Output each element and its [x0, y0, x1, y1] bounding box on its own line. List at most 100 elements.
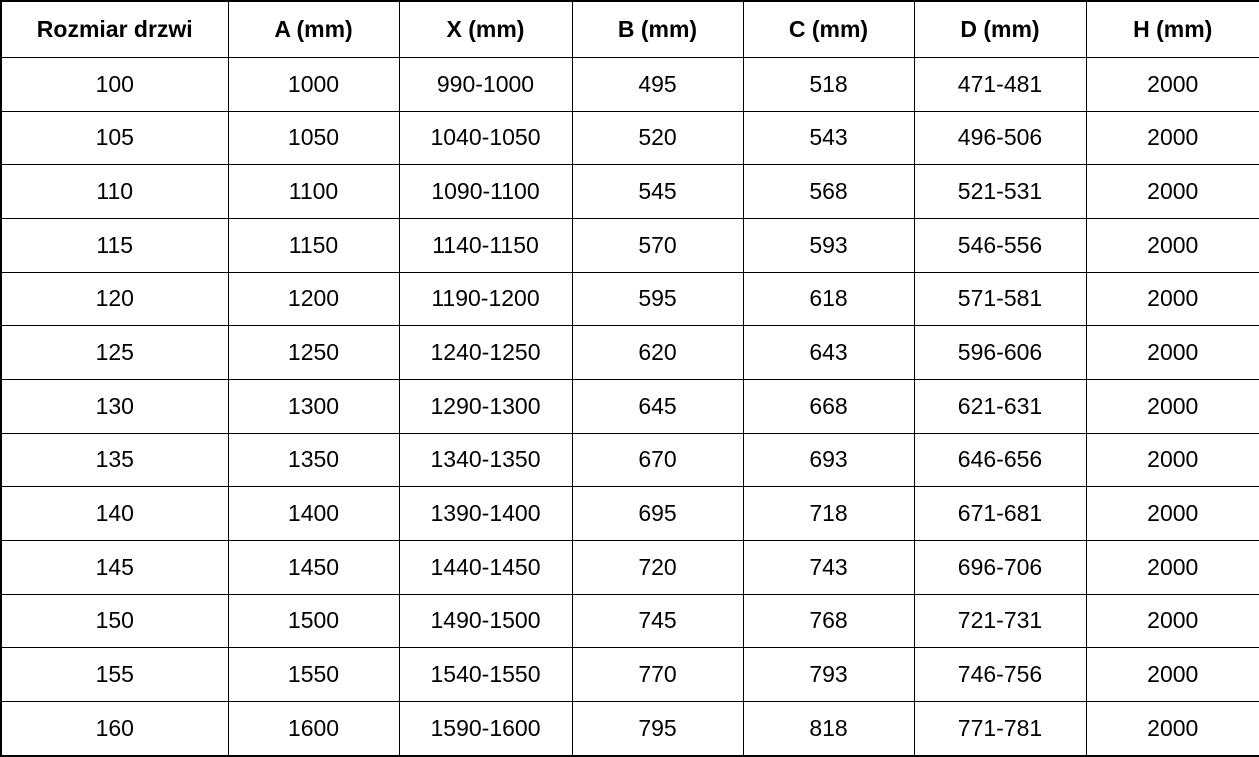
table-cell: 743: [742, 539, 915, 595]
table-cell: 770: [571, 647, 744, 702]
table-cell: 668: [742, 378, 915, 434]
table-cell: 521-531: [913, 164, 1087, 219]
table-cell: 1500: [227, 593, 400, 649]
table-cell: 2000: [1085, 217, 1259, 273]
table-cell: 2000: [1085, 164, 1259, 219]
table-cell: 1490-1500: [398, 593, 573, 649]
table-cell: 2000: [1085, 432, 1259, 488]
table-cell: 593: [742, 217, 915, 273]
table-cell: 130: [0, 378, 229, 434]
table-cell: 795: [571, 700, 744, 757]
col-header-h-mm: H (mm): [1085, 0, 1259, 58]
table-cell: 721-731: [913, 593, 1087, 649]
table-cell: 818: [742, 700, 915, 757]
table-cell: 1540-1550: [398, 647, 573, 702]
table-cell: 2000: [1085, 593, 1259, 649]
table-cell: 720: [571, 539, 744, 595]
col-header-a-mm: A (mm): [227, 0, 400, 58]
table-cell: 568: [742, 164, 915, 219]
table-cell: 120: [0, 271, 229, 327]
table-cell: 768: [742, 593, 915, 649]
table-cell: 618: [742, 271, 915, 327]
table-cell: 643: [742, 325, 915, 380]
table-cell: 1190-1200: [398, 271, 573, 327]
col-header-d-mm: D (mm): [913, 0, 1087, 58]
table-cell: 1100: [227, 164, 400, 219]
table-cell: 546-556: [913, 217, 1087, 273]
table-cell: 518: [742, 57, 915, 112]
table-cell: 596-606: [913, 325, 1087, 380]
table-cell: 595: [571, 271, 744, 327]
table-cell: 543: [742, 110, 915, 166]
table-cell: 1000: [227, 57, 400, 112]
table-cell: 1350: [227, 432, 400, 488]
table-cell: 620: [571, 325, 744, 380]
table-cell: 793: [742, 647, 915, 702]
table-cell: 1440-1450: [398, 539, 573, 595]
table-cell: 1290-1300: [398, 378, 573, 434]
table-cell: 771-781: [913, 700, 1087, 757]
table-cell: 745: [571, 593, 744, 649]
table-cell: 1150: [227, 217, 400, 273]
table-cell: 495: [571, 57, 744, 112]
table-cell: 1300: [227, 378, 400, 434]
table-cell: 140: [0, 486, 229, 541]
table-cell: 646-656: [913, 432, 1087, 488]
table-cell: 1590-1600: [398, 700, 573, 757]
table-row: 115 1150 1140-1150 570 593 546-556 2000: [0, 217, 1259, 273]
header-row: Rozmiar drzwi A (mm) X (mm) B (mm) C (mm…: [0, 0, 1259, 58]
col-header-rozmiar-drzwi: Rozmiar drzwi: [0, 0, 229, 58]
table-row: 105 1050 1040-1050 520 543 496-506 2000: [0, 110, 1259, 166]
table-cell: 110: [0, 164, 229, 219]
table-cell: 1140-1150: [398, 217, 573, 273]
table-cell: 2000: [1085, 271, 1259, 327]
table-cell: 125: [0, 325, 229, 380]
table-cell: 520: [571, 110, 744, 166]
table-cell: 471-481: [913, 57, 1087, 112]
table-body: 100 1000 990-1000 495 518 471-481 2000 105 1050 1…: [0, 57, 1259, 757]
table-cell: 1200: [227, 271, 400, 327]
table-cell: 695: [571, 486, 744, 541]
table-cell: 150: [0, 593, 229, 649]
table-row: 120 1200 1190-1200 595 618 571-581 2000: [0, 271, 1259, 327]
table-cell: 160: [0, 700, 229, 757]
table-cell: 746-756: [913, 647, 1087, 702]
table-cell: 2000: [1085, 325, 1259, 380]
table-header: Rozmiar drzwi A (mm) X (mm) B (mm) C (mm…: [0, 0, 1259, 58]
table-row: 150 1500 1490-1500 745 768 721-731 2000: [0, 593, 1259, 649]
table-cell: 670: [571, 432, 744, 488]
table-row: 100 1000 990-1000 495 518 471-481 2000: [0, 57, 1259, 112]
table-cell: 1390-1400: [398, 486, 573, 541]
table-cell: 2000: [1085, 539, 1259, 595]
table-row: 140 1400 1390-1400 695 718 671-681 2000: [0, 486, 1259, 541]
table-cell: 645: [571, 378, 744, 434]
table-row: 125 1250 1240-1250 620 643 596-606 2000: [0, 325, 1259, 380]
table-cell: 1450: [227, 539, 400, 595]
table-cell: 1240-1250: [398, 325, 573, 380]
table-cell: 1600: [227, 700, 400, 757]
table-cell: 100: [0, 57, 229, 112]
table-cell: 1340-1350: [398, 432, 573, 488]
table-cell: 2000: [1085, 378, 1259, 434]
table-cell: 1090-1100: [398, 164, 573, 219]
table-cell: 1250: [227, 325, 400, 380]
table-cell: 496-506: [913, 110, 1087, 166]
table-cell: 2000: [1085, 700, 1259, 757]
table-cell: 2000: [1085, 110, 1259, 166]
table-cell: 990-1000: [398, 57, 573, 112]
table-cell: 696-706: [913, 539, 1087, 595]
table-cell: 145: [0, 539, 229, 595]
table-cell: 718: [742, 486, 915, 541]
table-cell: 115: [0, 217, 229, 273]
table-row: 145 1450 1440-1450 720 743 696-706 2000: [0, 539, 1259, 595]
table-cell: 2000: [1085, 647, 1259, 702]
col-header-c-mm: C (mm): [742, 0, 915, 58]
table-cell: 1550: [227, 647, 400, 702]
table-cell: 1400: [227, 486, 400, 541]
col-header-x-mm: X (mm): [398, 0, 573, 58]
table-cell: 2000: [1085, 486, 1259, 541]
table-cell: 693: [742, 432, 915, 488]
col-header-b-mm: B (mm): [571, 0, 744, 58]
table-row: 110 1100 1090-1100 545 568 521-531 2000: [0, 164, 1259, 219]
